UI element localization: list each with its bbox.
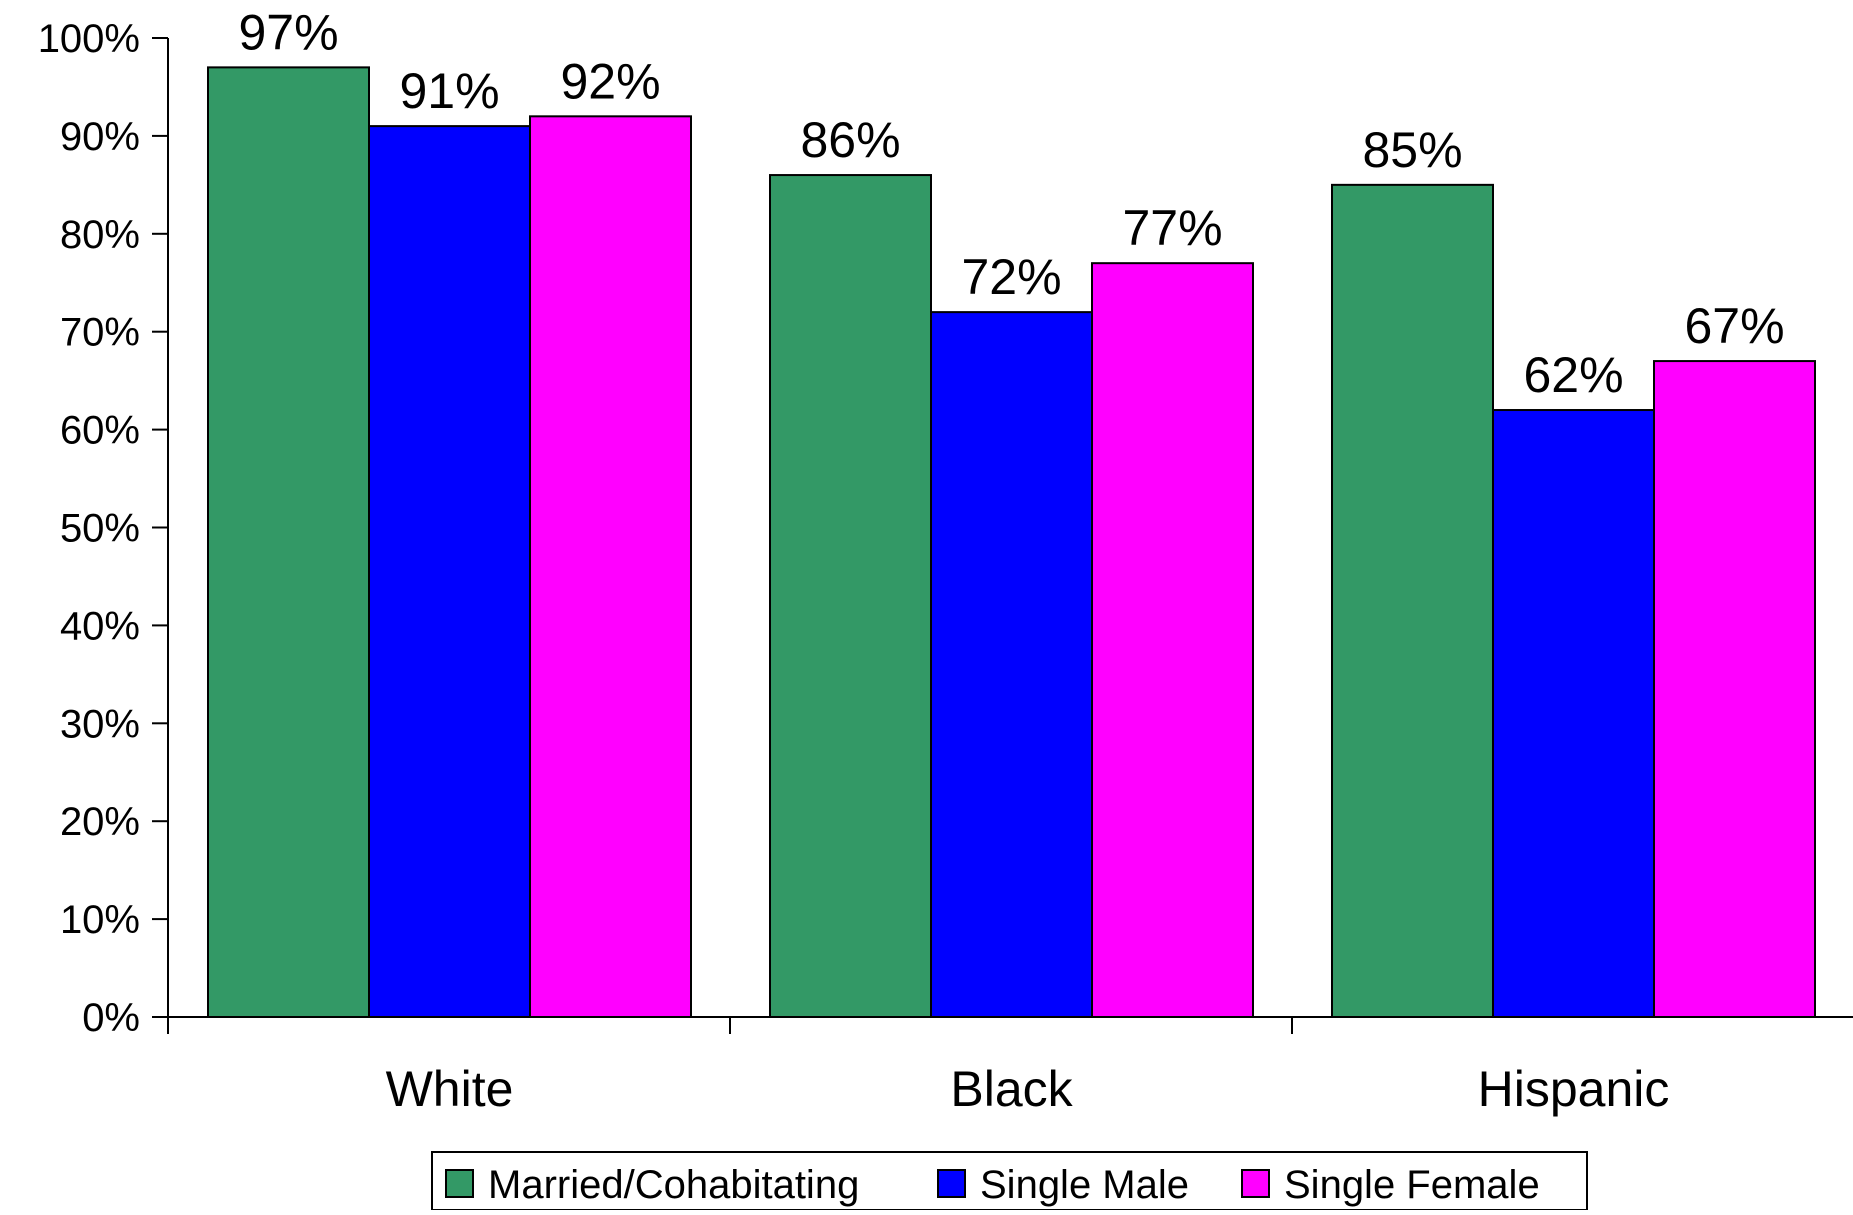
data-label: 77% bbox=[1122, 200, 1222, 256]
x-category-label: White bbox=[386, 1061, 514, 1117]
y-tick-label: 50% bbox=[60, 507, 140, 551]
x-axis-ticks bbox=[167, 1017, 1293, 1034]
x-category-label: Black bbox=[950, 1061, 1073, 1117]
y-tick-label: 40% bbox=[60, 604, 140, 648]
y-tick-label: 10% bbox=[60, 898, 140, 942]
y-tick-label: 30% bbox=[60, 702, 140, 746]
legend-swatch bbox=[445, 1169, 474, 1198]
legend-label: Married/Cohabitating bbox=[488, 1163, 859, 1207]
legend-label: Single Female bbox=[1284, 1163, 1540, 1207]
y-tick-label: 60% bbox=[60, 409, 140, 453]
x-category-label: Hispanic bbox=[1478, 1061, 1670, 1117]
data-label: 86% bbox=[800, 112, 900, 168]
data-label: 97% bbox=[238, 4, 338, 60]
legend-label: Single Male bbox=[980, 1163, 1189, 1207]
data-label: 85% bbox=[1362, 122, 1462, 178]
legend: Married/Cohabitating Single Male Single Fe… bbox=[431, 1151, 1588, 1211]
bar-group bbox=[207, 66, 1816, 1019]
bar bbox=[1492, 409, 1655, 1018]
legend-box bbox=[431, 1151, 1588, 1211]
y-tick-label: 20% bbox=[60, 800, 140, 844]
y-tick-label: 100% bbox=[38, 17, 140, 61]
data-label: 92% bbox=[560, 53, 660, 109]
legend-swatch bbox=[1241, 1169, 1270, 1198]
y-tick-label: 0% bbox=[82, 996, 140, 1040]
y-tick-label: 90% bbox=[60, 115, 140, 159]
y-axis-ticks: 0% 10% 20% 30% 40% 50% 60% 70% 80% 90% 100% bbox=[38, 17, 168, 1040]
y-tick-label: 80% bbox=[60, 213, 140, 257]
bar bbox=[930, 311, 1093, 1018]
bar bbox=[1653, 360, 1816, 1018]
bar bbox=[529, 115, 692, 1018]
y-tick-label: 70% bbox=[60, 311, 140, 355]
data-label: 91% bbox=[399, 63, 499, 119]
bar bbox=[207, 66, 370, 1019]
legend-swatch bbox=[937, 1169, 966, 1198]
bar bbox=[1331, 183, 1494, 1019]
data-label: 67% bbox=[1684, 298, 1784, 354]
bar bbox=[769, 174, 932, 1018]
data-label: 62% bbox=[1523, 347, 1623, 403]
bar bbox=[368, 125, 531, 1019]
bar bbox=[1091, 262, 1254, 1019]
x-axis-category-labels: White Black Hispanic bbox=[386, 1061, 1670, 1117]
data-label: 72% bbox=[961, 249, 1061, 305]
data-labels: 97% 91% 92% 86% 72% 77% 85% 62% 67% bbox=[238, 4, 1784, 403]
